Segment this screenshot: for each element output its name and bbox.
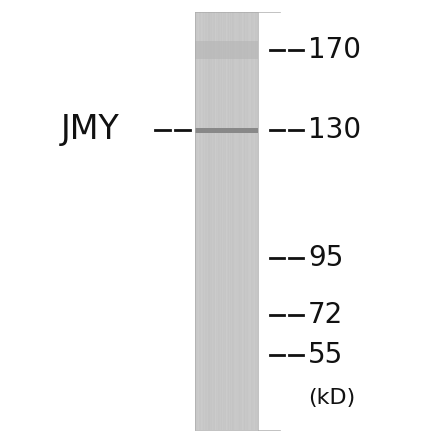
Bar [202,12,203,430]
Bar [239,12,240,430]
Bar [255,12,256,430]
Bar [195,12,196,430]
Bar [208,12,209,430]
Bar [201,12,202,430]
Bar [212,12,213,430]
Text: 130: 130 [308,116,361,144]
Bar [252,12,253,430]
Bar [249,12,250,430]
Bar [234,12,235,430]
Bar [197,12,198,430]
Text: JMY: JMY [61,113,119,146]
Bar [247,12,248,430]
Bar [240,12,241,430]
Bar [245,12,246,430]
Text: 72: 72 [308,301,343,329]
Bar [195,12,258,430]
Bar [206,12,207,430]
Bar [241,12,242,430]
Bar [196,12,197,430]
Bar [195,41,258,59]
Text: 55: 55 [308,341,343,369]
Bar [217,12,218,430]
Bar [199,12,200,430]
Bar [237,12,238,430]
Bar [218,12,219,430]
Bar [223,12,224,430]
Bar [224,12,225,430]
Bar [253,12,254,430]
Bar [227,12,228,430]
Bar [209,12,210,430]
Bar [222,12,223,430]
Text: (kD): (kD) [308,388,355,408]
Bar [216,12,217,430]
Bar [256,12,257,430]
Bar [203,12,204,430]
Bar [195,127,258,132]
Bar [246,12,247,430]
Bar [228,12,229,430]
Bar [200,12,201,430]
Bar [250,12,251,430]
Bar [232,12,233,430]
Bar [236,12,237,430]
Bar [244,12,245,430]
Bar [235,12,236,430]
Bar [225,12,226,430]
Bar [226,12,227,430]
Bar [204,12,205,430]
Bar [220,12,221,430]
Bar [251,12,252,430]
Bar [231,12,232,430]
Bar [233,12,234,430]
Bar [205,12,206,430]
Bar [254,12,255,430]
Bar [215,12,216,430]
Bar [211,12,212,430]
Bar [229,12,230,430]
Bar [219,12,220,430]
Bar [248,12,249,430]
Text: 170: 170 [308,36,361,64]
Bar [257,12,258,430]
Bar [210,12,211,430]
Bar [238,12,239,430]
Bar [207,12,208,430]
Bar [242,12,243,430]
Text: 95: 95 [308,244,343,272]
Bar [214,12,215,430]
Bar [213,12,214,430]
Bar [221,12,222,430]
Bar [243,12,244,430]
Bar [268,7,280,435]
Bar [230,12,231,430]
Bar [198,12,199,430]
